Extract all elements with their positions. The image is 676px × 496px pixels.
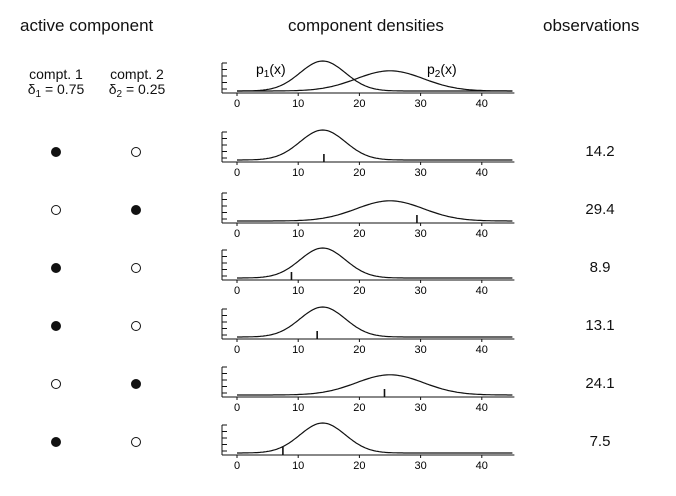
panel-overview: 0 10 20 30 40: [221, 60, 515, 110]
density-curve-p1x: [237, 247, 513, 279]
x-tick-label: 0: [234, 228, 240, 240]
active-indicator-row4-component2: [131, 321, 141, 331]
x-tick-label: 10: [292, 228, 304, 240]
density-curve-p2x: [237, 374, 513, 396]
x-tick-label: 20: [353, 285, 365, 297]
observation-value: 7.5: [589, 433, 611, 450]
active-indicator-row3-component1: [51, 263, 61, 273]
x-tick-label: 40: [476, 98, 488, 110]
x-tick-label: 40: [476, 285, 488, 297]
component-2-weight: δ2 = 0.25: [108, 81, 166, 101]
x-tick-label: 30: [414, 167, 426, 179]
active-indicator-row1-component1: [51, 147, 61, 157]
active-indicator-row5-component2: [131, 379, 141, 389]
x-tick-label: 10: [292, 344, 304, 356]
x-tick-label: 20: [353, 402, 365, 414]
x-tick-label: 40: [476, 228, 488, 240]
observation-value: 24.1: [585, 375, 615, 392]
observation-value: 29.4: [585, 201, 615, 218]
component-2-label: compt. 2 δ2 = 0.25: [97, 67, 177, 102]
x-tick-label: 0: [234, 98, 240, 110]
x-tick-label: 10: [292, 402, 304, 414]
observation-value: 13.1: [585, 317, 615, 334]
active-indicator-row3-component2: [131, 263, 141, 273]
component-1-name: compt. 1: [29, 66, 83, 82]
density-curve-p1x: [237, 306, 513, 338]
x-tick-label: 30: [414, 285, 426, 297]
x-tick-label: 40: [476, 402, 488, 414]
x-tick-label: 30: [414, 344, 426, 356]
density-curve-p2x: [237, 70, 513, 92]
p2-label: p2(x): [427, 61, 457, 80]
x-tick-label: 20: [353, 344, 365, 356]
x-tick-label: 30: [414, 402, 426, 414]
active-indicator-row1-component2: [131, 147, 141, 157]
panel-row-6: 0 10 20 30 40: [221, 422, 515, 472]
x-tick-label: 0: [234, 344, 240, 356]
x-tick-label: 0: [234, 167, 240, 179]
density-curve-p1x: [237, 60, 513, 92]
x-tick-label: 20: [353, 98, 365, 110]
x-tick-label: 20: [353, 167, 365, 179]
x-tick-label: 0: [234, 402, 240, 414]
x-tick-label: 20: [353, 228, 365, 240]
component-1-label: compt. 1 δ1 = 0.75: [16, 67, 96, 102]
x-tick-label: 30: [414, 98, 426, 110]
active-indicator-row5-component1: [51, 379, 61, 389]
component-2-name: compt. 2: [110, 66, 164, 82]
x-tick-label: 10: [292, 460, 304, 472]
x-tick-label: 0: [234, 285, 240, 297]
x-tick-label: 10: [292, 285, 304, 297]
component-densities-header: component densities: [288, 16, 444, 35]
observation-value: 8.9: [589, 259, 611, 276]
x-tick-label: 20: [353, 460, 365, 472]
x-tick-label: 0: [234, 460, 240, 472]
observations-header: observations: [543, 16, 640, 35]
x-tick-label: 40: [476, 167, 488, 179]
x-tick-label: 10: [292, 98, 304, 110]
active-indicator-row4-component1: [51, 321, 61, 331]
active-indicator-row6-component1: [51, 437, 61, 447]
density-curve-p2x: [237, 200, 513, 222]
x-tick-label: 40: [476, 460, 488, 472]
component-1-weight: δ1 = 0.75: [27, 81, 85, 101]
panel-row-2: 0 10 20 30 40: [221, 192, 515, 240]
x-tick-label: 40: [476, 344, 488, 356]
density-curve-p1x: [237, 129, 513, 161]
x-tick-label: 10: [292, 167, 304, 179]
panel-row-4: 0 10 20 30 40: [221, 306, 515, 356]
panel-row-1: 0 10 20 30 40: [221, 129, 515, 179]
active-indicator-row2-component1: [51, 205, 61, 215]
active-indicator-row6-component2: [131, 437, 141, 447]
active-component-header: active component: [20, 16, 154, 35]
panel-row-5: 0 10 20 30 40: [221, 366, 515, 414]
x-tick-label: 30: [414, 460, 426, 472]
panel-row-3: 0 10 20 30 40: [221, 247, 515, 297]
x-tick-label: 30: [414, 228, 426, 240]
density-curve-p1x: [237, 422, 513, 454]
p1-label: p1(x): [256, 61, 286, 80]
active-indicator-row2-component2: [131, 205, 141, 215]
observation-value: 14.2: [585, 143, 615, 160]
